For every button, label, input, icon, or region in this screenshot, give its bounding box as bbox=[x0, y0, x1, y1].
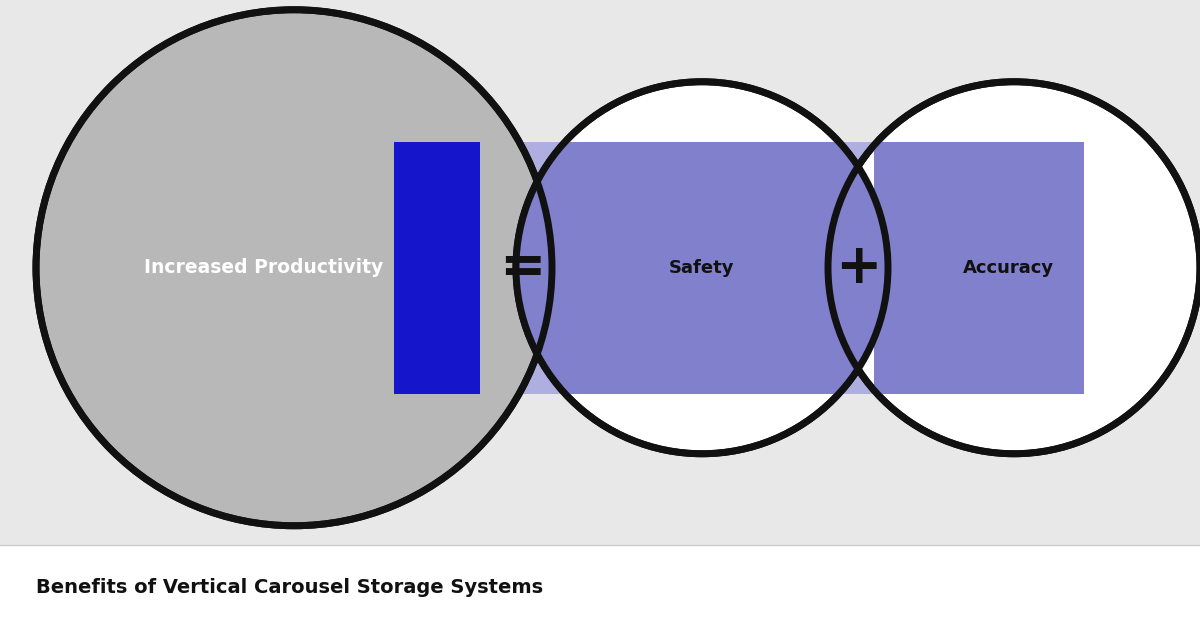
Text: =: = bbox=[499, 241, 545, 295]
Text: +: + bbox=[835, 241, 881, 295]
Text: Increased Productivity: Increased Productivity bbox=[144, 258, 384, 277]
Bar bbox=[394, 142, 1084, 394]
Ellipse shape bbox=[828, 82, 1200, 454]
Ellipse shape bbox=[36, 9, 552, 526]
Text: Benefits of Vertical Carousel Storage Systems: Benefits of Vertical Carousel Storage Sy… bbox=[36, 578, 544, 597]
Bar bbox=[394, 142, 480, 394]
Bar bbox=[874, 142, 1084, 394]
Ellipse shape bbox=[516, 82, 888, 454]
Bar bbox=[516, 142, 888, 394]
Text: Accuracy: Accuracy bbox=[962, 259, 1054, 277]
Text: Safety: Safety bbox=[670, 259, 734, 277]
Bar bbox=[0, 545, 1200, 630]
